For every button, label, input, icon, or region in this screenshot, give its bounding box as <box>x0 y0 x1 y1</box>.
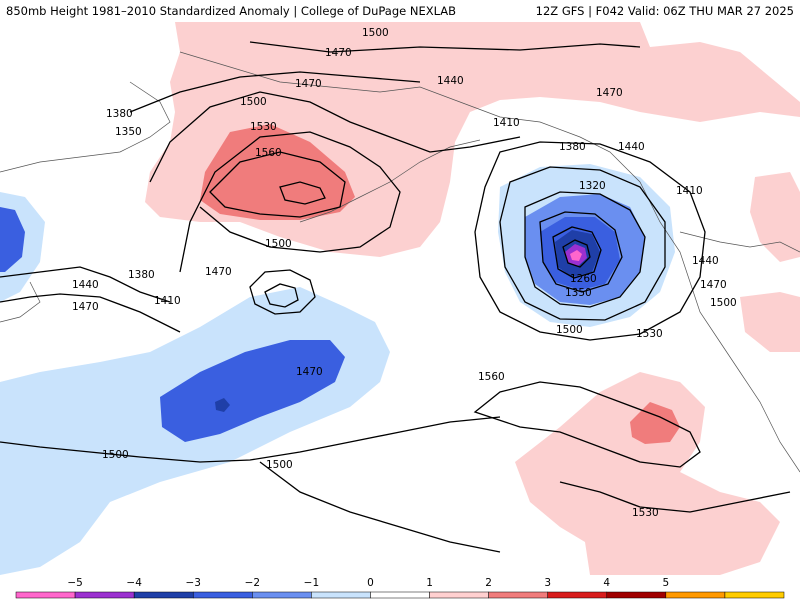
colorbar-swatch <box>429 591 489 599</box>
contour-label: 1470 <box>295 78 322 90</box>
colorbar-swatch <box>665 591 726 599</box>
model-run-info: 12Z GFS | F042 Valid: 06Z THU MAR 27 202… <box>535 4 794 18</box>
contour-label: 1260 <box>570 273 597 285</box>
contour-label: 1500 <box>266 459 293 471</box>
contour-label: 1500 <box>265 238 292 250</box>
positive-anomaly-southeast <box>740 292 800 352</box>
contour-label: 1410 <box>493 117 520 129</box>
contour-label: 1440 <box>72 279 99 291</box>
contour-label: 1500 <box>362 27 389 39</box>
positive-anomaly-east <box>750 172 800 262</box>
colorbar-swatch <box>252 591 312 599</box>
colorbar-swatch <box>192 591 253 599</box>
colorbar-swatch <box>15 591 76 599</box>
colorbar-swatch <box>606 591 667 599</box>
contour-label: 1500 <box>240 96 267 108</box>
contour-label: 1350 <box>565 287 592 299</box>
colorbar-tick-label: 0 <box>367 577 374 589</box>
contour-label: 1470 <box>596 87 623 99</box>
negative-anomaly-west-core <box>215 398 230 412</box>
contour-label: 1560 <box>478 371 505 383</box>
contour-label: 1410 <box>676 185 703 197</box>
colorbar-tick-label: −2 <box>245 577 260 589</box>
positive-anomaly-core-north <box>200 124 355 220</box>
contour-label: 1440 <box>692 255 719 267</box>
contour-label: 1470 <box>296 366 323 378</box>
colorbar-tick-label: −1 <box>304 577 319 589</box>
height-contours <box>0 41 791 553</box>
contour-label: 1320 <box>579 180 606 192</box>
colorbar-swatch <box>724 591 785 599</box>
positive-anomaly-core-south <box>630 402 680 444</box>
colorbar-swatch <box>547 591 608 599</box>
contour-labels: 1500 1470 1440 1470 1410 1380 1440 1470 … <box>72 27 737 519</box>
negative-anomaly-west-strong <box>160 340 345 442</box>
contour-label: 1500 <box>710 297 737 309</box>
contour-label: 1500 <box>102 449 129 461</box>
product-title: 850mb Height 1981–2010 Standardized Anom… <box>6 4 457 18</box>
colorbar-tick-label: −4 <box>126 577 142 589</box>
colorbar-tick-label: 3 <box>544 577 551 589</box>
contour-label: 1380 <box>559 141 586 153</box>
negative-anomaly-northwest-strong <box>0 207 25 272</box>
negative-anomaly-low-peak <box>570 250 582 261</box>
contour-label: 1380 <box>106 108 133 120</box>
colorbar-ticks: −5 −4 −3 −2 −1 0 1 2 3 4 5 <box>67 577 669 589</box>
anomaly-map: 1500 1470 1440 1470 1410 1380 1440 1470 … <box>0 22 800 575</box>
colorbar-tick-label: −3 <box>185 577 200 589</box>
colorbar: −5 −4 −3 −2 −1 0 1 2 3 4 5 <box>15 577 785 599</box>
contour-label: 1500 <box>556 324 583 336</box>
header-bar: 850mb Height 1981–2010 Standardized Anom… <box>0 0 800 22</box>
colorbar-swatches <box>15 591 785 599</box>
colorbar-swatch <box>133 591 194 599</box>
anomaly-shading <box>0 22 800 575</box>
colorbar-tick-label: 2 <box>485 577 492 589</box>
contour-label: 1440 <box>618 141 645 153</box>
colorbar-tick-label: 5 <box>663 577 670 589</box>
contour-label: 1380 <box>128 269 155 281</box>
colorbar-swatch <box>488 591 548 599</box>
contour-label: 1530 <box>636 328 663 340</box>
contour-label: 1410 <box>154 295 181 307</box>
contour-label: 1530 <box>250 121 277 133</box>
colorbar-tick-label: 1 <box>426 577 433 589</box>
contour-label: 1470 <box>325 47 352 59</box>
contour-label: 1350 <box>115 126 142 138</box>
coastlines <box>0 51 800 473</box>
contour-label: 1560 <box>255 147 282 159</box>
contour-label: 1470 <box>72 301 99 313</box>
contour-label: 1530 <box>632 507 659 519</box>
positive-anomaly-south <box>515 372 780 575</box>
colorbar-tick-label: 4 <box>603 577 610 589</box>
colorbar-swatch <box>311 591 371 599</box>
colorbar-swatch <box>370 591 430 599</box>
colorbar-swatch <box>74 591 135 599</box>
contour-label: 1470 <box>700 279 727 291</box>
contour-label: 1470 <box>205 266 232 278</box>
colorbar-tick-label: −5 <box>67 577 82 589</box>
contour-label: 1440 <box>437 75 464 87</box>
